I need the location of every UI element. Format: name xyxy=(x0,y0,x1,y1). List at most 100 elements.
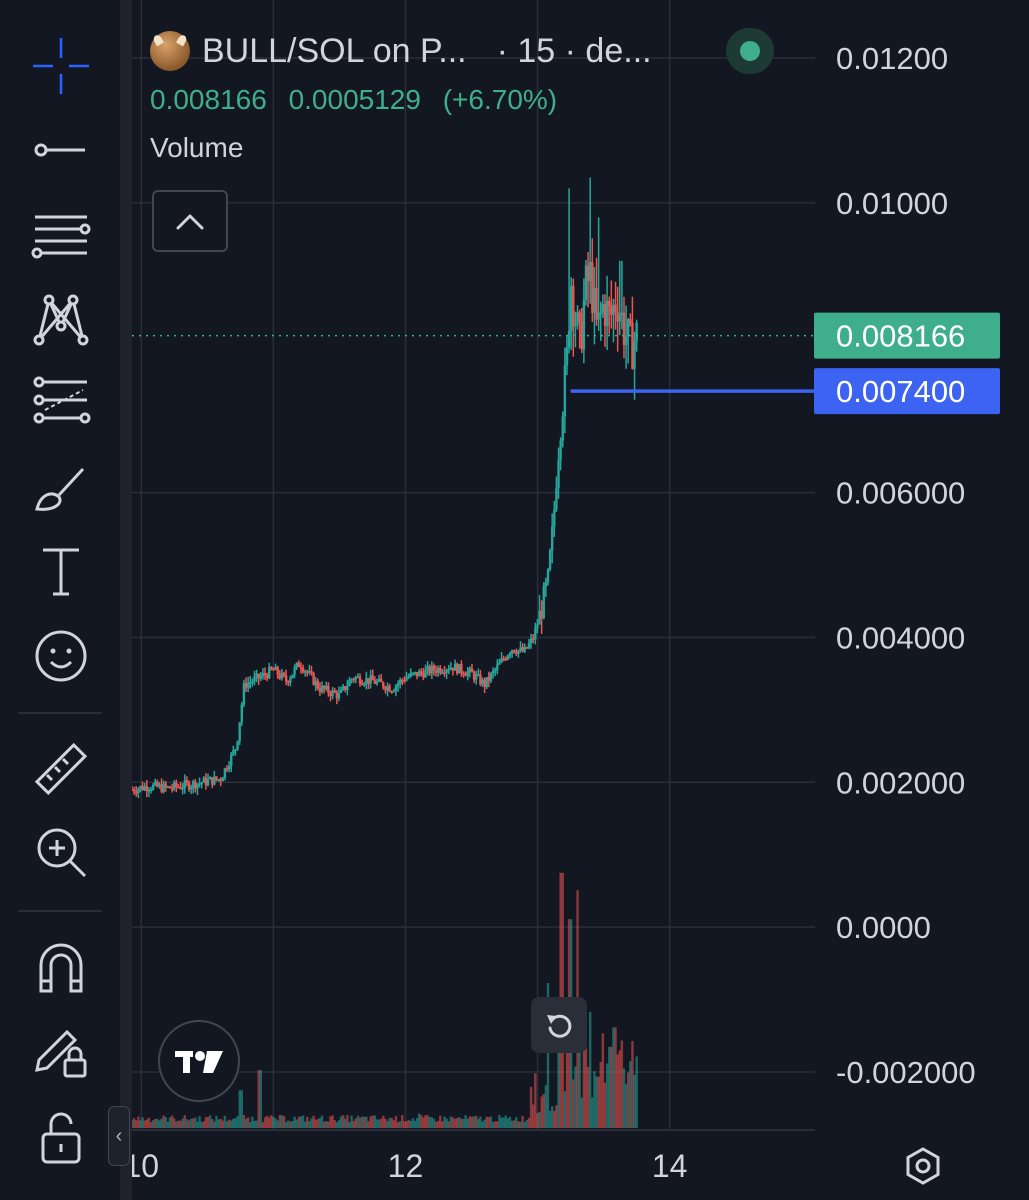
tool-zoom[interactable] xyxy=(20,820,102,884)
candle-body xyxy=(173,782,176,789)
candle-body xyxy=(441,672,444,674)
candle-body xyxy=(325,685,328,689)
volume-bar xyxy=(198,1116,201,1128)
volume-bar xyxy=(348,1122,351,1128)
chart-settings-button[interactable] xyxy=(900,1143,946,1189)
candle-body xyxy=(371,675,374,681)
candle-body xyxy=(382,682,385,688)
candle-body xyxy=(200,782,203,785)
candle-body xyxy=(206,779,210,786)
candle-body xyxy=(631,322,634,369)
candle-body xyxy=(559,440,562,461)
tradingview-logo[interactable] xyxy=(158,1020,240,1102)
volume-bar xyxy=(141,1117,144,1128)
tool-unlock[interactable] xyxy=(20,1104,102,1168)
candle-body xyxy=(289,678,292,683)
candle-body xyxy=(434,670,438,673)
volume-bar xyxy=(242,1115,246,1128)
interval-meta[interactable]: · 15 · de... xyxy=(496,31,652,70)
change-value: 0.0005129 xyxy=(288,84,421,115)
candle-body xyxy=(202,777,205,783)
tool-lock-drawing[interactable] xyxy=(20,1018,102,1082)
volume-bar xyxy=(276,1120,279,1128)
symbol-title[interactable]: BULL/SOL on P... xyxy=(202,31,467,70)
candle-body xyxy=(354,677,358,680)
volume-bar xyxy=(206,1116,210,1128)
candle-body xyxy=(574,324,577,327)
reset-chart-button[interactable] xyxy=(531,997,587,1053)
volume-bar xyxy=(565,1038,569,1128)
collapse-legend-button[interactable] xyxy=(152,190,228,252)
candle-body xyxy=(439,667,442,673)
market-status-indicator[interactable] xyxy=(726,28,774,74)
tool-ruler[interactable] xyxy=(20,737,102,801)
candle-body xyxy=(472,672,476,680)
candle-body xyxy=(217,779,220,781)
candle-body xyxy=(244,683,248,688)
collapse-toolbar-button[interactable]: ‹ xyxy=(108,1106,130,1166)
candle-body xyxy=(553,509,556,527)
volume-bar xyxy=(306,1116,309,1128)
candle-body xyxy=(605,300,609,326)
volume-bar xyxy=(303,1121,307,1128)
candle-body xyxy=(470,668,474,673)
candle-body xyxy=(320,686,324,692)
candle-body xyxy=(331,690,334,697)
tool-emoji[interactable] xyxy=(20,624,102,688)
volume-bar xyxy=(211,1119,214,1128)
tool-crosshair[interactable] xyxy=(20,34,102,98)
volume-bar xyxy=(295,1119,298,1128)
volume-bar xyxy=(424,1115,427,1128)
volume-bar xyxy=(331,1115,334,1128)
volume-bar xyxy=(521,1115,524,1128)
tool-forecast[interactable] xyxy=(20,370,102,434)
horizontal-line-badge[interactable] xyxy=(814,368,1000,415)
x-tick-label: 12 xyxy=(388,1148,424,1184)
y-tick-label: 0.01200 xyxy=(836,41,948,76)
candle-body xyxy=(517,650,520,654)
candle-body xyxy=(407,676,410,678)
candle-body xyxy=(483,679,486,688)
tool-fib[interactable] xyxy=(20,203,102,267)
tool-patterns[interactable] xyxy=(20,286,102,350)
candle-body xyxy=(510,650,514,654)
candle-body xyxy=(515,652,518,655)
volume-bar xyxy=(493,1121,497,1128)
volume-indicator-label[interactable]: Volume xyxy=(150,132,244,163)
candle-body xyxy=(635,322,638,342)
volume-bar xyxy=(515,1117,518,1128)
volume-bar xyxy=(413,1120,417,1128)
volume-bar xyxy=(299,1116,303,1128)
volume-bar xyxy=(512,1120,516,1128)
volume-bar xyxy=(420,1115,423,1128)
volume-bar xyxy=(422,1117,425,1128)
tool-trend-line[interactable] xyxy=(20,118,102,182)
candle-body xyxy=(170,788,174,790)
tool-magnet[interactable] xyxy=(20,935,102,999)
candle-body xyxy=(339,689,343,693)
candle-body xyxy=(360,683,364,686)
candle-body xyxy=(238,722,241,742)
candle-body xyxy=(392,690,396,693)
text-icon xyxy=(43,548,79,596)
volume-bar xyxy=(308,1121,311,1128)
volume-bar xyxy=(441,1121,444,1128)
tool-brush[interactable] xyxy=(20,455,102,519)
tool-text[interactable] xyxy=(20,540,102,604)
volume-bar xyxy=(135,1120,138,1128)
volume-bar xyxy=(215,1115,218,1128)
magnet-icon xyxy=(39,943,83,993)
volume-bar xyxy=(627,1072,630,1128)
volume-bar xyxy=(156,1118,159,1128)
volume-bar xyxy=(407,1119,410,1128)
volume-bar xyxy=(183,1115,186,1128)
forecast-icon xyxy=(33,376,91,424)
candle-body xyxy=(586,265,590,282)
candle-body xyxy=(447,669,450,672)
candle-body xyxy=(458,663,461,674)
volume-bar xyxy=(369,1116,372,1128)
volume-bar xyxy=(464,1115,467,1128)
volume-bar xyxy=(251,1116,254,1128)
volume-bar xyxy=(265,1115,269,1128)
